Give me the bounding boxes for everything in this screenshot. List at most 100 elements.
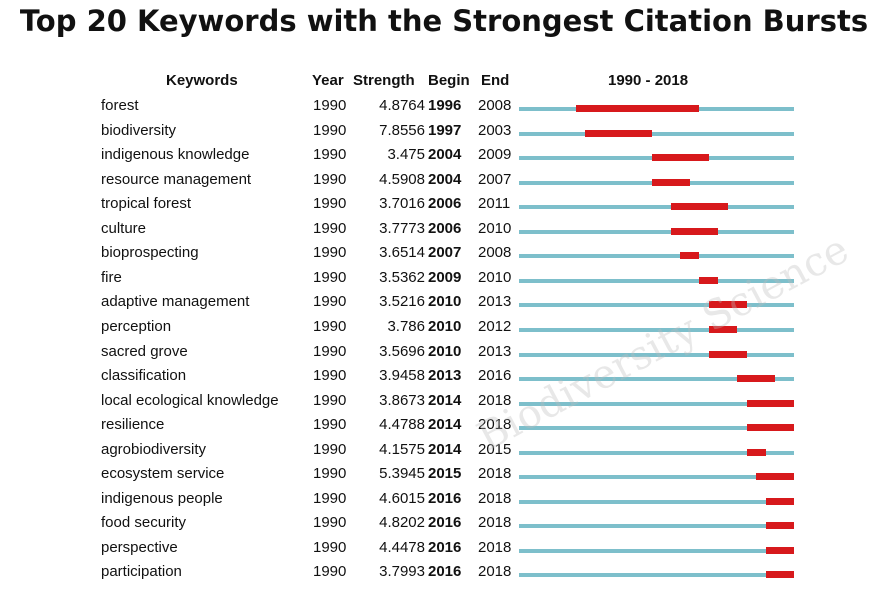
table-row: local ecological knowledge 1990 3.8673 2014… bbox=[0, 390, 888, 414]
strength-cell: 5.3945 bbox=[379, 465, 425, 483]
table-row: perception 1990 3.786 2010 2012 bbox=[0, 316, 888, 340]
year-cell: 1990 bbox=[313, 317, 347, 335]
end-cell: 2008 bbox=[478, 97, 512, 114]
year-cell: 1990 bbox=[313, 293, 347, 311]
end-cell: 2018 bbox=[478, 416, 512, 434]
strength-cell: 3.6514 bbox=[379, 244, 425, 262]
end-cell: 2016 bbox=[478, 367, 512, 385]
end-cell: 2012 bbox=[478, 317, 512, 335]
timeline-bar bbox=[519, 154, 794, 162]
end-cell: 2009 bbox=[478, 146, 512, 164]
burst-segment bbox=[699, 276, 719, 284]
table-row: forest 1990 4.8764 1996 2008 bbox=[0, 95, 888, 119]
table-row: bioprospecting 1990 3.6514 2007 2008 bbox=[0, 242, 888, 266]
end-cell: 2018 bbox=[478, 563, 512, 581]
burst-segment bbox=[746, 399, 794, 407]
end-cell: 2018 bbox=[478, 514, 512, 532]
burst-segment bbox=[765, 546, 794, 554]
strength-cell: 3.786 bbox=[387, 317, 425, 335]
end-cell: 2007 bbox=[478, 170, 512, 188]
keyword-cell: perspective bbox=[101, 538, 178, 556]
begin-cell: 2007 bbox=[428, 244, 462, 262]
timeline-bar bbox=[519, 105, 794, 112]
strength-cell: 3.7993 bbox=[379, 563, 425, 581]
timeline-bar bbox=[519, 252, 794, 260]
keyword-cell: biodiversity bbox=[101, 121, 177, 139]
strength-cell: 3.5696 bbox=[379, 342, 425, 360]
strength-cell: 3.475 bbox=[387, 146, 425, 164]
begin-cell: 2010 bbox=[428, 317, 462, 335]
begin-cell: 1996 bbox=[428, 97, 462, 114]
burst-segment bbox=[746, 424, 794, 432]
year-cell: 1990 bbox=[313, 268, 347, 286]
timeline-bar bbox=[519, 129, 794, 137]
begin-cell: 2013 bbox=[428, 367, 462, 385]
end-cell: 2015 bbox=[478, 440, 512, 458]
table-row: ecosystem service 1990 5.3945 2015 2018 bbox=[0, 463, 888, 487]
keyword-cell: tropical forest bbox=[101, 195, 192, 213]
burst-segment bbox=[670, 203, 728, 211]
burst-segment bbox=[670, 227, 719, 235]
timeline-bar bbox=[519, 448, 794, 456]
begin-cell: 2016 bbox=[428, 489, 462, 507]
keyword-cell: fire bbox=[101, 268, 122, 286]
strength-cell: 3.9458 bbox=[379, 367, 425, 385]
strength-cell: 7.8556 bbox=[379, 121, 425, 139]
keyword-cell: local ecological knowledge bbox=[101, 391, 279, 409]
timeline-bar bbox=[519, 227, 794, 235]
end-cell: 2011 bbox=[478, 195, 511, 213]
strength-cell: 3.7016 bbox=[379, 195, 425, 213]
end-cell: 2018 bbox=[478, 538, 512, 556]
table-row: culture 1990 3.7773 2006 2010 bbox=[0, 218, 888, 242]
strength-cell: 4.4788 bbox=[379, 416, 425, 434]
year-cell: 1990 bbox=[313, 146, 347, 164]
begin-cell: 2016 bbox=[428, 538, 462, 556]
header-year-range: 1990 - 2018 bbox=[608, 72, 689, 89]
begin-cell: 2004 bbox=[428, 146, 462, 164]
timeline-bar bbox=[519, 424, 794, 432]
table-row: resilience 1990 4.4788 2014 2018 bbox=[0, 414, 888, 438]
year-cell: 1990 bbox=[313, 391, 347, 409]
year-cell: 1990 bbox=[313, 416, 347, 434]
keyword-cell: forest bbox=[101, 97, 139, 114]
table-row: agrobiodiversity 1990 4.1575 2014 2015 bbox=[0, 439, 888, 463]
year-cell: 1990 bbox=[313, 97, 347, 114]
timeline-bar bbox=[519, 399, 794, 407]
year-cell: 1990 bbox=[313, 121, 347, 139]
burst-segment bbox=[651, 178, 690, 186]
table-row: classification 1990 3.9458 2013 2016 bbox=[0, 365, 888, 389]
timeline-bar bbox=[519, 325, 794, 333]
burst-segment bbox=[651, 154, 709, 162]
end-cell: 2013 bbox=[478, 342, 512, 360]
end-cell: 2018 bbox=[478, 489, 512, 507]
table-row: resource management 1990 4.5908 2004 2007 bbox=[0, 169, 888, 193]
keyword-cell: resource management bbox=[101, 170, 252, 188]
strength-cell: 4.4478 bbox=[379, 538, 425, 556]
end-cell: 2013 bbox=[478, 293, 512, 311]
keyword-cell: classification bbox=[101, 367, 187, 385]
table-row: fire 1990 3.5362 2009 2010 bbox=[0, 267, 888, 291]
burst-segment bbox=[708, 350, 747, 358]
strength-cell: 4.8202 bbox=[379, 514, 425, 532]
strength-cell: 4.6015 bbox=[379, 489, 425, 507]
keyword-cell: ecosystem service bbox=[101, 465, 225, 483]
begin-cell: 2009 bbox=[428, 268, 462, 286]
table-row: adaptive management 1990 3.5216 2010 2013 bbox=[0, 291, 888, 315]
year-cell: 1990 bbox=[313, 244, 347, 262]
burst-segment bbox=[708, 325, 738, 333]
burst-segment bbox=[765, 522, 794, 530]
timeline-bar bbox=[519, 350, 794, 358]
table-row: participation 1990 3.7993 2016 2018 bbox=[0, 561, 888, 585]
timeline-bar bbox=[519, 522, 794, 530]
timeline-bar bbox=[519, 375, 794, 383]
end-cell: 2010 bbox=[478, 268, 512, 286]
table-row: perspective 1990 4.4478 2016 2018 bbox=[0, 537, 888, 561]
year-cell: 1990 bbox=[313, 342, 347, 360]
end-cell: 2010 bbox=[478, 219, 512, 237]
begin-cell: 2014 bbox=[428, 440, 462, 458]
burst-segment bbox=[585, 129, 652, 137]
keyword-cell: bioprospecting bbox=[101, 244, 199, 262]
strength-cell: 4.8764 bbox=[379, 97, 425, 114]
year-cell: 1990 bbox=[313, 440, 347, 458]
begin-cell: 2016 bbox=[428, 514, 462, 532]
